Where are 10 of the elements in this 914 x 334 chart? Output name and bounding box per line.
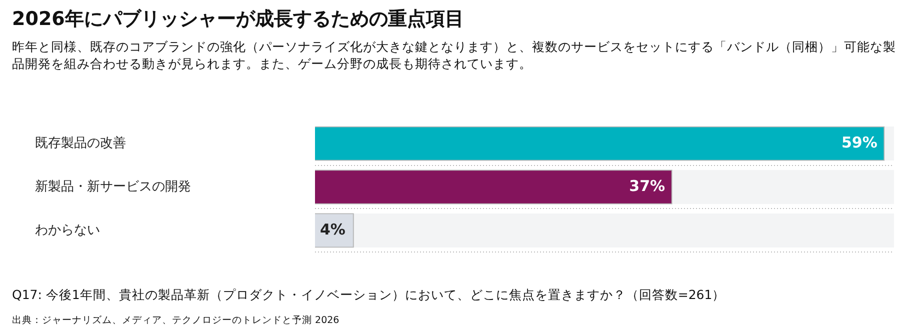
y-tick-label: 新製品・新サービスの開発 xyxy=(35,179,191,194)
chart-subtitle: 昨年と同様、既存のコアブランドの強化（パーソナライズ化が大きな鍵となります）と、複数のサービスをセットにする「バンドル（同梱）」可能な製品開発を組み合わせる動きが見られます。また、ゲーム分野の成長も期待されています。 xyxy=(12,38,897,72)
y-tick-label: 既存製品の改善 xyxy=(35,134,126,151)
data-label: 4% xyxy=(320,220,346,238)
text: Q17: 今後1年間、貴社の製品革新（プロダクト・イノベーション）において、どこに焦点を置きますか？（回答数=261） xyxy=(12,287,726,304)
source-note: 出典：ジャーナリズム、メディア、テクノロジーのトレンドと予測 2026 xyxy=(12,314,340,327)
y-tick-label: わからない xyxy=(35,222,100,238)
data-label: 37% xyxy=(629,176,666,195)
chart-title: 2026年にパブリッシャーが成長するための重点項目 xyxy=(12,7,464,32)
data-label: 59% xyxy=(841,133,878,152)
